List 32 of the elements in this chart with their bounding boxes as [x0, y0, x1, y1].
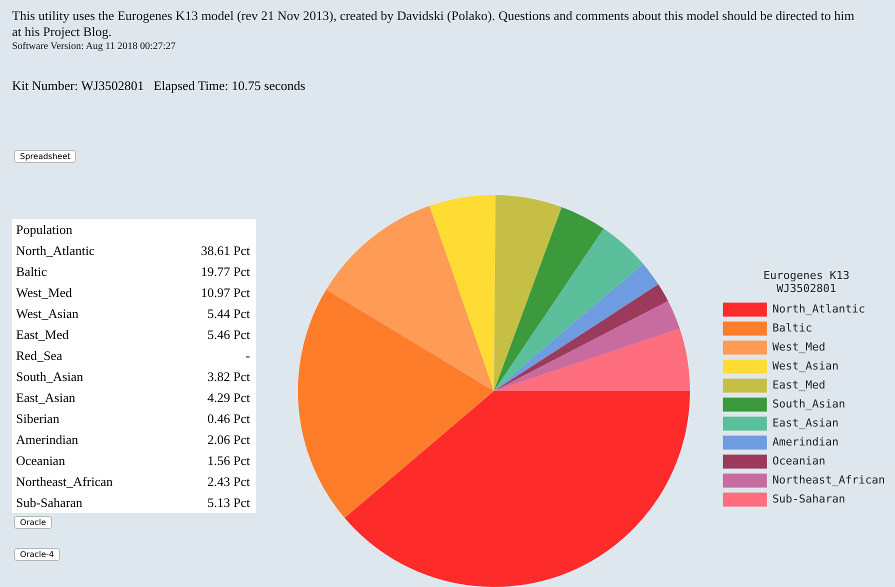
text: Kit Number: WJ3502801 Elapsed Time: 10.75 seconds	[12, 78, 306, 94]
legend-title: Eurogenes K13 WJ3502801	[763, 268, 850, 295]
text: East_Asian 4.29 Pct	[16, 390, 250, 404]
legend-label: East_Asian	[772, 416, 839, 430]
text: West_Med 10.97 Pct	[16, 284, 250, 300]
text: Oracle	[14, 516, 52, 529]
legend-label: South_Asian	[772, 397, 846, 410]
legend-label: East_Med	[772, 378, 826, 392]
legend-label: Northeast_African	[772, 473, 886, 486]
text: Sub-Saharan 5.13 Pct	[16, 494, 250, 510]
text: Oracle-4	[14, 548, 60, 561]
legend-label: West_Asian	[772, 359, 839, 372]
text: Siberian 0.46 Pct	[16, 410, 250, 426]
legend-label: Amerindian	[772, 435, 839, 448]
legend-label: West_Med	[772, 340, 826, 354]
legend-label: Baltic	[772, 321, 812, 334]
legend-label: North_Atlantic	[772, 302, 866, 316]
text: Amerindian 2.06 Pct	[16, 432, 250, 446]
text: East_Med 5.46 Pct	[16, 326, 250, 342]
text: West_Asian 5.44 Pct	[16, 306, 250, 320]
text: Northeast_African 2.43 Pct	[16, 474, 250, 488]
legend-label: Sub-Saharan	[772, 492, 846, 506]
text: Baltic 19.77 Pct	[16, 264, 250, 278]
legend-label: Oceanian	[772, 454, 826, 468]
chart-title: This utility uses the Eurogenes K13 model (rev 21 Nov 2013), created by Davidski (Polako). Questions and comments about this model should be directed to him at his Project Blog.	[12, 8, 856, 40]
text: Red_Sea -	[16, 348, 250, 362]
text: North_Atlantic 38.61 Pct	[16, 242, 250, 258]
text: Population	[15, 220, 74, 239]
text: South_Asian 3.82 Pct	[16, 368, 250, 384]
text: Software Version: Aug 11 2018 00:27:27	[12, 41, 176, 52]
text: Oceanian 1.56 Pct	[16, 452, 250, 468]
text: Spreadsheet	[14, 150, 76, 163]
